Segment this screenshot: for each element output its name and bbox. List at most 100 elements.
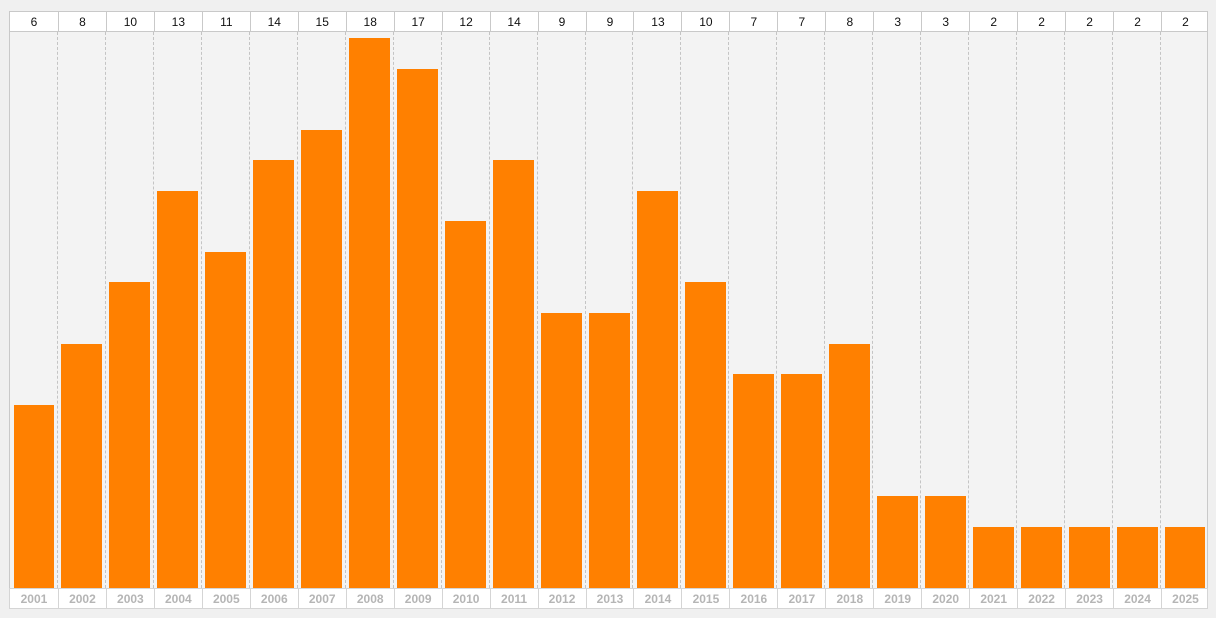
year-label-row: 2001 2002 2003 2004 2005 2006 2007 2008 2009 2010… xyxy=(9,588,1208,609)
value-label: 8 xyxy=(825,12,873,31)
grid-line xyxy=(584,32,586,588)
value-label: 2 xyxy=(969,12,1017,31)
x-tick-label: 2005 xyxy=(201,589,250,608)
grid-line xyxy=(968,32,970,588)
grid-line xyxy=(152,32,154,588)
x-tick-label: 2020 xyxy=(921,589,969,608)
bar xyxy=(349,38,391,588)
grid-line xyxy=(1016,32,1018,588)
x-tick-label: 2017 xyxy=(777,589,825,608)
x-tick-label: 2013 xyxy=(585,589,634,608)
grid-line xyxy=(728,32,730,588)
x-tick-label: 2012 xyxy=(537,589,586,608)
x-tick-label: 2010 xyxy=(441,589,490,608)
x-tick-label: 2018 xyxy=(825,589,873,608)
x-tick-label: 2004 xyxy=(153,589,202,608)
grid-line xyxy=(56,32,58,588)
value-label: 6 xyxy=(30,14,38,29)
grid-line xyxy=(200,32,202,588)
grid-line xyxy=(1112,32,1114,588)
x-tick-label: 2008 xyxy=(345,589,394,608)
grid-line xyxy=(632,32,634,588)
value-label: 13 xyxy=(153,12,202,31)
value-label: 3 xyxy=(921,12,969,31)
bar xyxy=(397,68,439,588)
value-label: 11 xyxy=(201,12,250,31)
plot-area xyxy=(9,32,1208,588)
value-label: 17 xyxy=(393,12,442,31)
grid-line xyxy=(296,32,298,588)
bar xyxy=(13,404,55,588)
value-label: 14 xyxy=(249,12,298,31)
bar xyxy=(636,190,678,588)
bar xyxy=(972,526,1014,588)
bar xyxy=(157,190,199,588)
value-label-row: 6 8 10 13 11 14 15 18 17 12 14 9 9 13 10 7 7 8 3 3 2 2 2 2 2 xyxy=(9,11,1208,32)
grid-line xyxy=(872,32,874,588)
grid-line xyxy=(776,32,778,588)
grid-line xyxy=(440,32,442,588)
bar-chart: 6 8 10 13 11 14 15 18 17 12 14 9 9 13 10 7 7 8 3 3 2 2 2 2 2 200… xyxy=(9,11,1208,609)
bar xyxy=(1068,526,1110,588)
value-label: 14 xyxy=(489,12,538,31)
x-tick-label: 2025 xyxy=(1161,589,1209,608)
x-tick-label: 2007 xyxy=(297,589,346,608)
bar xyxy=(924,496,966,588)
bar xyxy=(205,251,247,588)
value-label: 2 xyxy=(1017,12,1065,31)
bar xyxy=(253,160,295,588)
x-tick-label: 2014 xyxy=(633,589,681,608)
x-tick-label: 2006 xyxy=(249,589,298,608)
value-label: 3 xyxy=(873,12,921,31)
bar xyxy=(1164,526,1206,588)
x-tick-label: 2001 xyxy=(20,591,48,606)
x-tick-label: 2023 xyxy=(1065,589,1113,608)
grid-line xyxy=(248,32,250,588)
value-label: 12 xyxy=(441,12,490,31)
bar xyxy=(876,496,918,588)
bar xyxy=(589,313,630,588)
x-tick-label: 2002 xyxy=(57,589,106,608)
bar xyxy=(732,374,774,588)
grid-line xyxy=(824,32,826,588)
bar xyxy=(301,129,343,588)
grid-line xyxy=(488,32,490,588)
grid-line xyxy=(104,32,106,588)
grid-line xyxy=(1160,32,1162,588)
grid-line xyxy=(920,32,922,588)
x-tick-label: 2015 xyxy=(681,589,729,608)
bar xyxy=(780,374,822,588)
bar xyxy=(1020,526,1062,588)
bar xyxy=(1116,526,1158,588)
bar xyxy=(541,313,582,588)
bar xyxy=(684,282,726,588)
x-tick-label: 2024 xyxy=(1113,589,1161,608)
grid-line xyxy=(344,32,346,588)
value-label: 18 xyxy=(345,12,394,31)
value-label: 10 xyxy=(681,12,729,31)
value-label: 7 xyxy=(729,12,777,31)
value-label: 2 xyxy=(1113,12,1161,31)
x-tick-label: 2016 xyxy=(729,589,777,608)
value-label: 10 xyxy=(105,12,154,31)
bar xyxy=(493,160,535,588)
grid-line xyxy=(1064,32,1066,588)
value-label: 9 xyxy=(585,12,634,31)
value-label: 15 xyxy=(297,12,346,31)
value-label: 2 xyxy=(1065,12,1113,31)
value-label: 7 xyxy=(777,12,825,31)
x-tick-label: 2019 xyxy=(873,589,921,608)
x-tick-label: 2003 xyxy=(105,589,154,608)
value-label: 8 xyxy=(57,12,106,31)
grid-line xyxy=(536,32,538,588)
value-label: 2 xyxy=(1161,12,1209,31)
value-label: 13 xyxy=(633,12,681,31)
grid-line xyxy=(680,32,682,588)
bar xyxy=(445,221,487,588)
bar xyxy=(828,343,870,588)
grid-line xyxy=(392,32,394,588)
x-tick-label: 2021 xyxy=(969,589,1017,608)
x-tick-label: 2009 xyxy=(393,589,442,608)
bar xyxy=(61,343,103,588)
x-tick-label: 2022 xyxy=(1017,589,1065,608)
